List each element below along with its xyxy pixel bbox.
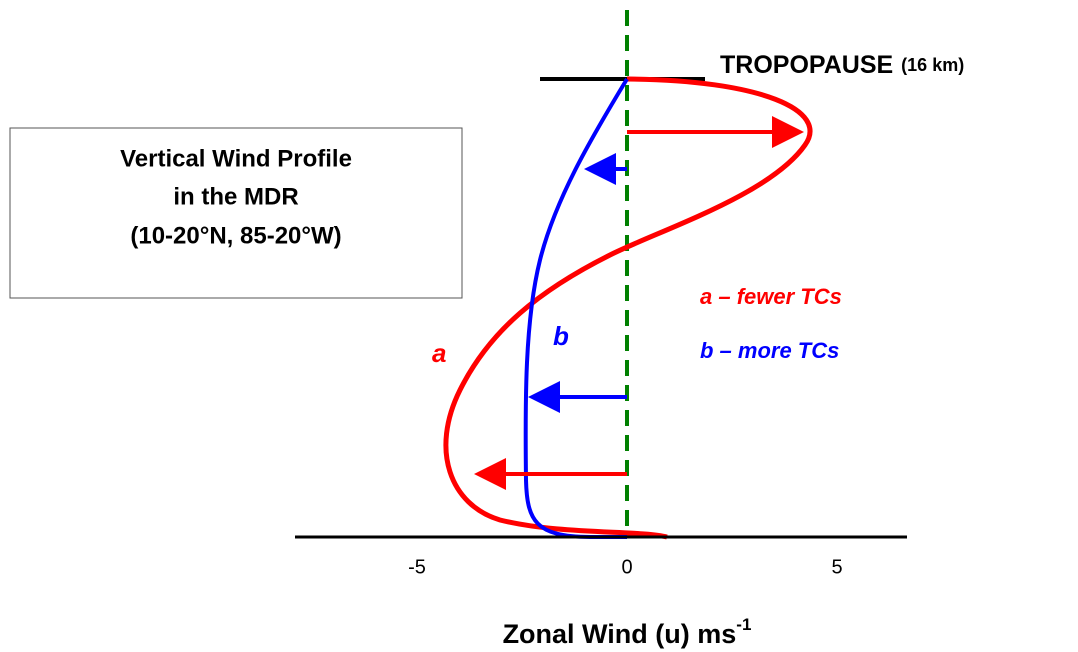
box-line: (10-20°N, 85-20°W) [130, 222, 341, 249]
curve-b [523, 77, 629, 539]
box-line: Vertical Wind Profile [120, 145, 352, 172]
x-tick-label: 5 [831, 556, 842, 578]
legend-a: a – fewer TCs [700, 284, 842, 309]
title-box [9, 127, 463, 299]
x-tick-label: -5 [408, 556, 426, 578]
axis-title: Zonal Wind (u) ms-1 [503, 615, 752, 649]
curve-b-label: b [553, 321, 569, 351]
curve-a-label: a [432, 338, 446, 368]
curve-a [443, 76, 813, 540]
tick-group: -5 0 5 [408, 556, 842, 578]
box-line: in the MDR [173, 183, 298, 210]
legend-b: b – more TCs [700, 338, 839, 363]
tropopause-label: TROPOPAUSE (16 km) [720, 51, 964, 79]
x-tick-label: 0 [621, 556, 632, 578]
